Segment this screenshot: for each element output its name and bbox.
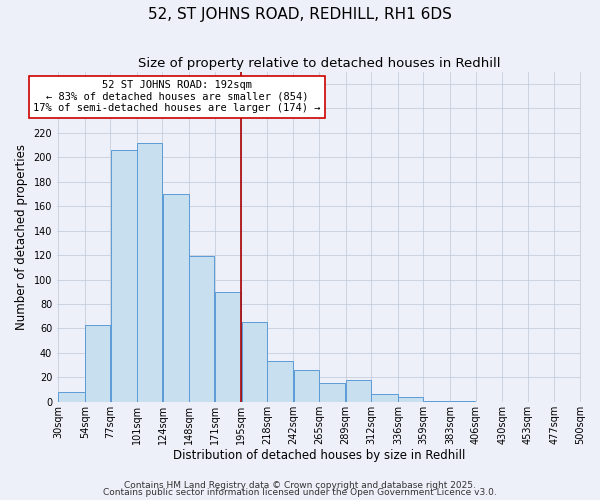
Bar: [319, 384, 346, 402]
Text: 52 ST JOHNS ROAD: 192sqm
← 83% of detached houses are smaller (854)
17% of semi-: 52 ST JOHNS ROAD: 192sqm ← 83% of detach…: [33, 80, 320, 114]
X-axis label: Distribution of detached houses by size in Redhill: Distribution of detached houses by size …: [173, 450, 465, 462]
Bar: [346, 380, 371, 402]
Bar: [450, 400, 475, 402]
Bar: [371, 394, 398, 402]
Bar: [424, 400, 450, 402]
Bar: [398, 397, 423, 402]
Title: Size of property relative to detached houses in Redhill: Size of property relative to detached ho…: [138, 58, 500, 70]
Text: 52, ST JOHNS ROAD, REDHILL, RH1 6DS: 52, ST JOHNS ROAD, REDHILL, RH1 6DS: [148, 8, 452, 22]
Text: Contains HM Land Registry data © Crown copyright and database right 2025.: Contains HM Land Registry data © Crown c…: [124, 480, 476, 490]
Bar: [190, 256, 214, 402]
Y-axis label: Number of detached properties: Number of detached properties: [15, 144, 28, 330]
Bar: [163, 194, 189, 402]
Bar: [215, 292, 241, 402]
Bar: [110, 150, 137, 402]
Bar: [137, 142, 162, 402]
Bar: [242, 322, 266, 402]
Bar: [294, 370, 319, 402]
Bar: [85, 325, 110, 402]
Bar: [58, 392, 85, 402]
Text: Contains public sector information licensed under the Open Government Licence v3: Contains public sector information licen…: [103, 488, 497, 497]
Bar: [267, 362, 293, 402]
